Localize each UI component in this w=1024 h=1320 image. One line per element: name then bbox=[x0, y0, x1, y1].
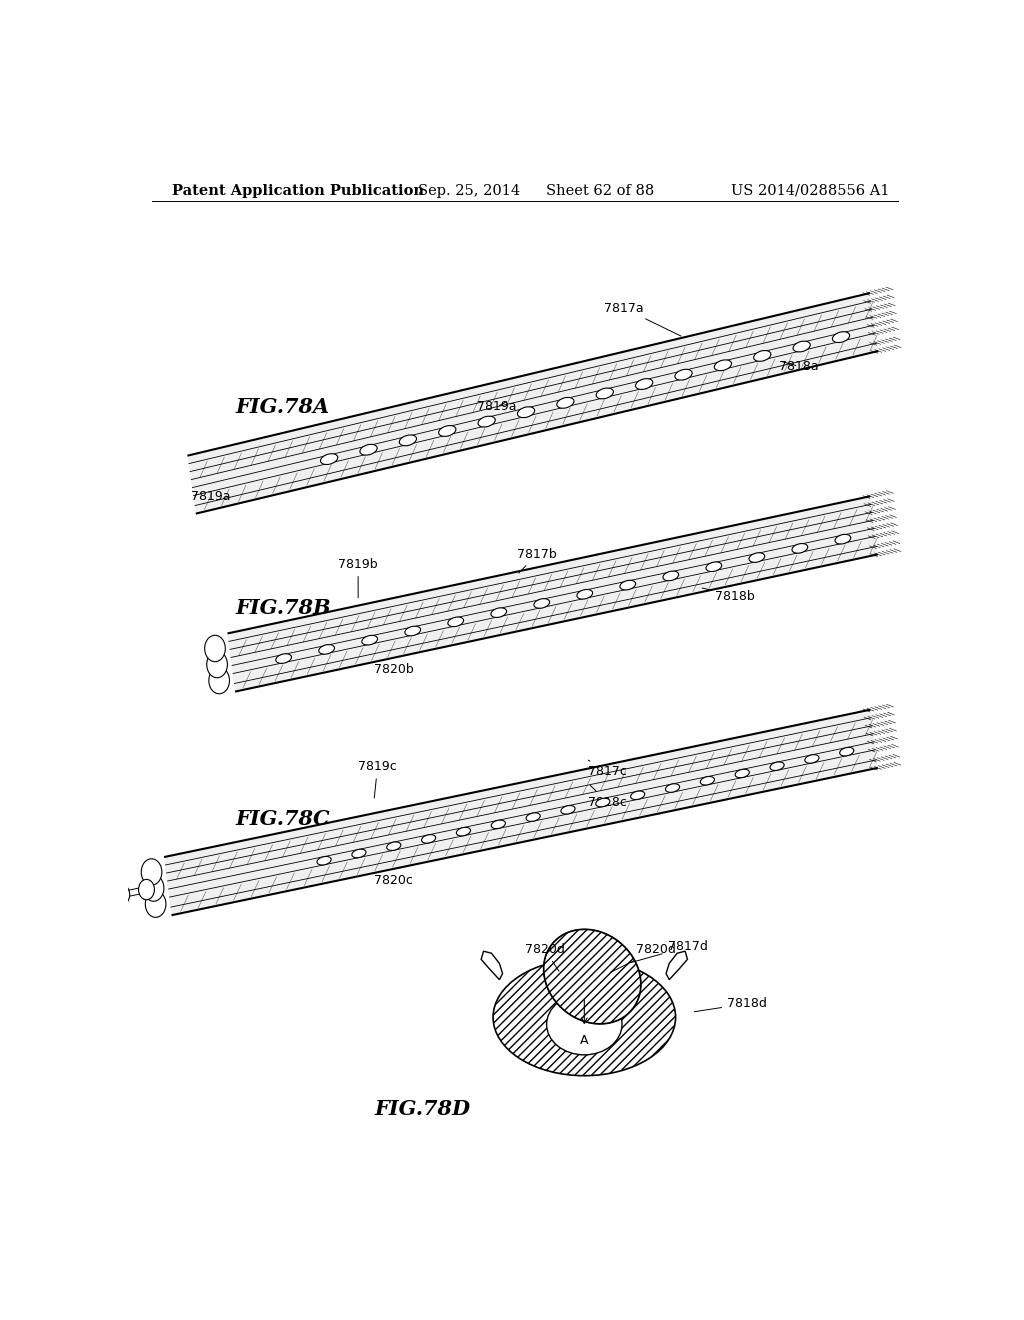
Text: FIG.78C: FIG.78C bbox=[236, 809, 330, 829]
Ellipse shape bbox=[715, 360, 731, 371]
Text: Sheet 62 of 88: Sheet 62 of 88 bbox=[546, 183, 654, 198]
Text: FIG.78B: FIG.78B bbox=[236, 598, 331, 618]
Circle shape bbox=[209, 668, 229, 694]
Ellipse shape bbox=[805, 755, 819, 763]
Text: 7819b: 7819b bbox=[338, 558, 378, 598]
Polygon shape bbox=[666, 952, 687, 979]
Text: 7817c: 7817c bbox=[588, 760, 627, 779]
Text: 7820c: 7820c bbox=[374, 874, 413, 887]
Text: 7818d: 7818d bbox=[694, 997, 767, 1011]
Ellipse shape bbox=[577, 590, 593, 599]
Circle shape bbox=[141, 859, 162, 886]
Circle shape bbox=[114, 884, 130, 906]
Ellipse shape bbox=[359, 445, 377, 455]
Ellipse shape bbox=[749, 553, 765, 562]
Ellipse shape bbox=[706, 562, 722, 572]
Circle shape bbox=[207, 651, 227, 677]
Text: FIG.78D: FIG.78D bbox=[374, 1098, 470, 1119]
Ellipse shape bbox=[544, 929, 641, 1024]
Ellipse shape bbox=[544, 929, 641, 1024]
Ellipse shape bbox=[557, 397, 574, 408]
Polygon shape bbox=[481, 952, 503, 979]
Ellipse shape bbox=[399, 436, 417, 446]
Text: 7817a: 7817a bbox=[604, 302, 681, 337]
Circle shape bbox=[138, 879, 155, 900]
Text: 7818a: 7818a bbox=[778, 360, 818, 372]
Circle shape bbox=[143, 875, 164, 902]
Text: A: A bbox=[580, 1034, 589, 1047]
Ellipse shape bbox=[561, 805, 575, 814]
Ellipse shape bbox=[631, 791, 645, 800]
Circle shape bbox=[145, 891, 166, 917]
Ellipse shape bbox=[596, 388, 613, 399]
Ellipse shape bbox=[321, 454, 338, 465]
Ellipse shape bbox=[547, 994, 622, 1055]
Ellipse shape bbox=[833, 331, 850, 343]
Ellipse shape bbox=[666, 784, 680, 792]
Ellipse shape bbox=[478, 416, 496, 426]
Text: 7819a: 7819a bbox=[477, 400, 517, 413]
Ellipse shape bbox=[636, 379, 652, 389]
Text: 7820b: 7820b bbox=[374, 663, 414, 676]
Ellipse shape bbox=[517, 407, 535, 417]
Text: 7817b: 7817b bbox=[517, 548, 557, 573]
Text: Patent Application Publication: Patent Application Publication bbox=[172, 183, 424, 198]
Ellipse shape bbox=[361, 635, 378, 645]
Ellipse shape bbox=[317, 857, 331, 865]
Text: FIG.78A: FIG.78A bbox=[236, 397, 330, 417]
Ellipse shape bbox=[387, 842, 400, 850]
Ellipse shape bbox=[493, 958, 676, 1076]
Polygon shape bbox=[227, 496, 878, 692]
Ellipse shape bbox=[318, 644, 335, 655]
Text: 7818b: 7818b bbox=[702, 587, 755, 602]
Ellipse shape bbox=[490, 607, 507, 618]
Ellipse shape bbox=[663, 572, 679, 581]
Ellipse shape bbox=[793, 341, 810, 352]
Ellipse shape bbox=[792, 544, 808, 553]
Ellipse shape bbox=[700, 776, 715, 785]
Polygon shape bbox=[187, 293, 879, 513]
Ellipse shape bbox=[422, 834, 435, 843]
Ellipse shape bbox=[534, 599, 550, 609]
Ellipse shape bbox=[735, 770, 750, 777]
Ellipse shape bbox=[447, 616, 464, 627]
Ellipse shape bbox=[457, 828, 471, 836]
Ellipse shape bbox=[596, 799, 610, 807]
Text: 7820d: 7820d bbox=[524, 944, 564, 972]
Ellipse shape bbox=[754, 351, 771, 362]
Ellipse shape bbox=[835, 535, 851, 544]
Ellipse shape bbox=[438, 425, 456, 437]
Polygon shape bbox=[164, 710, 878, 915]
Text: Sep. 25, 2014: Sep. 25, 2014 bbox=[418, 183, 520, 198]
Text: 7817d: 7817d bbox=[631, 940, 708, 962]
Ellipse shape bbox=[620, 581, 636, 590]
Ellipse shape bbox=[492, 820, 506, 829]
Ellipse shape bbox=[840, 747, 854, 756]
Ellipse shape bbox=[770, 762, 784, 771]
Text: 7818c: 7818c bbox=[588, 785, 627, 809]
Ellipse shape bbox=[404, 626, 421, 636]
Text: 7819c: 7819c bbox=[358, 760, 397, 799]
Text: 7820d: 7820d bbox=[610, 944, 676, 973]
Ellipse shape bbox=[675, 370, 692, 380]
Text: 7819a: 7819a bbox=[191, 490, 231, 503]
Ellipse shape bbox=[275, 653, 292, 664]
Ellipse shape bbox=[352, 849, 366, 858]
Circle shape bbox=[205, 635, 225, 661]
Text: US 2014/0288556 A1: US 2014/0288556 A1 bbox=[731, 183, 890, 198]
Ellipse shape bbox=[526, 813, 541, 821]
